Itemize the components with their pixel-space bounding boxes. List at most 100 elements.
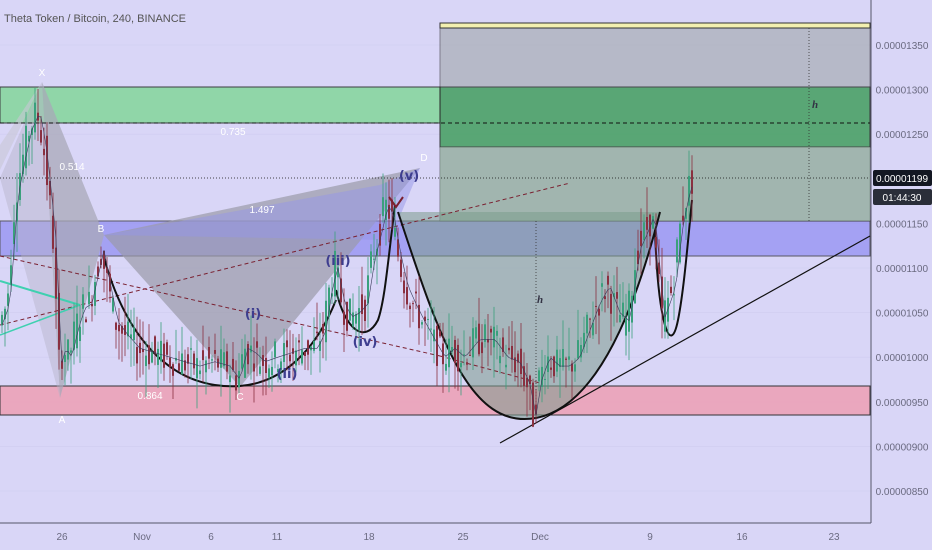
y-tick-label: 0.00001000 [876,353,929,364]
candle-body [130,334,132,339]
candle-body [574,364,576,372]
candle-body [169,357,171,367]
candle-body [178,363,180,371]
chart-title: Theta Token / Bitcoin, 240, BINANCE [4,13,186,25]
wave-label-iv: (iv) [353,335,378,350]
green-resistance-zone [0,86,441,124]
candle-body [316,331,318,334]
candle-body [616,292,618,299]
candle-body [562,349,564,367]
candle-body [478,323,480,355]
x-tick-label: Dec [531,532,549,543]
candle-body [400,259,402,277]
point-a-label: A [59,415,66,426]
candle-body [658,262,660,275]
red-dashed-trend [0,255,441,357]
y-axis-panel[interactable] [871,0,932,550]
candle-body [283,343,285,362]
candle-body [493,326,495,348]
candle-body [526,377,528,388]
candle-body [517,353,519,363]
candle-body [409,305,411,310]
candle-body [214,350,216,354]
candle-body [217,358,219,368]
candle-body [166,342,168,355]
current-price-badge [873,170,932,186]
candle-body [406,287,408,305]
candle-body [28,135,30,142]
candle-body [73,321,75,350]
candle-body [328,287,330,317]
x-axis-panel[interactable] [0,523,932,550]
candle-body [307,340,309,355]
candle-body [298,340,300,343]
candle-body [22,154,24,175]
candle-body [49,180,51,196]
candle-body [301,349,303,364]
candle-body [496,330,498,336]
projection-box-top [439,22,871,29]
candle-body [361,294,363,315]
candle-body [556,349,558,372]
measure-label-1: h [537,294,543,306]
cup-fill [398,212,660,420]
candle-body [523,366,525,387]
candle-body [352,312,354,327]
candle-body [550,367,552,370]
candle-body [262,355,264,366]
x-tick-label: 26 [56,532,68,543]
current-price-text: 0.00001199 [876,174,929,185]
candle-body [322,324,324,334]
candle-body [604,296,606,300]
candle-body [148,345,150,365]
candle-body [67,339,69,360]
candle-body [76,313,78,349]
x-tick-label: 6 [208,532,214,543]
candle-body [370,251,372,268]
point-x-label: X [39,68,46,79]
candle-body [232,358,234,371]
x-tick-label: 16 [736,532,748,543]
candle-body [277,368,279,373]
candle-body [55,247,57,299]
candle-body [472,328,474,358]
candle-body [94,282,96,306]
candle-body [46,135,48,186]
candle-body [133,327,135,340]
candle-body [295,350,297,366]
candle-body [529,375,531,385]
candle-body [514,357,516,373]
candle-body [304,351,306,356]
candle-body [628,290,630,332]
candle-body [505,364,507,368]
candle-body [610,293,612,314]
candle-body [313,341,315,351]
left-pattern-fill [0,82,60,398]
projection-lower [440,147,870,221]
candle-body [424,316,426,322]
candle-body [469,354,471,356]
measure-label-2: h [812,99,818,111]
candle-body [289,354,291,362]
candle-body [205,360,207,373]
y-tick-label: 0.00001100 [876,264,929,275]
candle-body [475,327,477,339]
candle-body [625,317,627,336]
candle-body [220,349,222,368]
candle-body [487,339,489,343]
candle-body [439,331,441,337]
candle-body [640,230,642,246]
candle-body [544,378,546,380]
wave-label-ii: (ii) [277,367,298,382]
candle-body [646,217,648,230]
candle-body [430,328,432,330]
candle-body [157,348,159,365]
candle-body [538,370,540,382]
candle-body [193,353,195,369]
candle-body [484,324,486,342]
countdown-badge [873,189,932,205]
candle-body [607,275,609,285]
x-tick-label: Nov [133,532,151,543]
